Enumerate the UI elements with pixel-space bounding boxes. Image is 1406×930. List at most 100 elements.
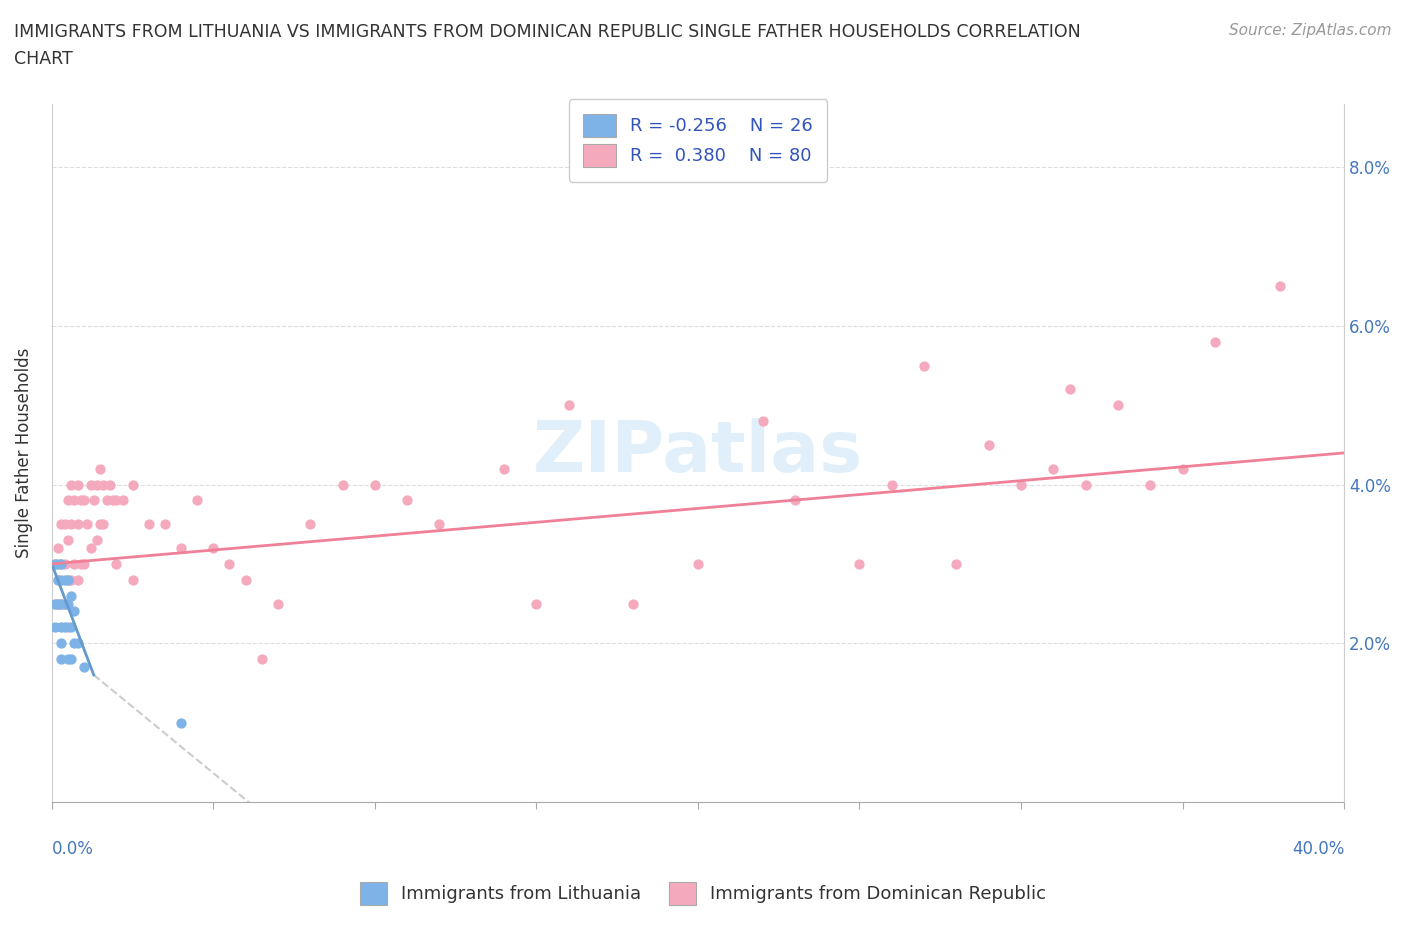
Point: [153, 517, 176, 532]
Point: [53, 572, 76, 587]
Point: [51, 556, 73, 571]
Point: [51, 596, 73, 611]
Text: IMMIGRANTS FROM LITHUANIA VS IMMIGRANTS FROM DOMINICAN REPUBLIC SINGLE FATHER HO: IMMIGRANTS FROM LITHUANIA VS IMMIGRANTS …: [14, 23, 1081, 68]
Point: [1042, 461, 1064, 476]
Point: [848, 556, 870, 571]
Point: [53, 596, 76, 611]
Point: [526, 596, 548, 611]
Point: [66, 477, 89, 492]
Point: [79, 477, 101, 492]
Point: [783, 493, 806, 508]
Point: [621, 596, 644, 611]
Point: [53, 620, 76, 635]
Point: [89, 461, 111, 476]
Point: [66, 636, 89, 651]
Point: [53, 517, 76, 532]
Point: [202, 540, 225, 555]
Point: [46, 596, 69, 611]
Point: [250, 652, 273, 667]
Point: [60, 588, 83, 603]
Point: [686, 556, 709, 571]
Point: [60, 620, 83, 635]
Point: [121, 477, 143, 492]
Point: [977, 437, 1000, 452]
Point: [56, 596, 79, 611]
Point: [60, 572, 83, 587]
Point: [73, 556, 96, 571]
Point: [60, 477, 83, 492]
Legend: R = -0.256    N = 26, R =  0.380    N = 80: R = -0.256 N = 26, R = 0.380 N = 80: [568, 100, 827, 181]
Point: [63, 493, 86, 508]
Point: [46, 572, 69, 587]
Point: [218, 556, 240, 571]
Point: [51, 556, 73, 571]
Point: [170, 540, 193, 555]
Point: [880, 477, 903, 492]
Point: [51, 596, 73, 611]
Point: [63, 636, 86, 651]
Point: [1059, 382, 1081, 397]
Point: [63, 556, 86, 571]
Point: [51, 620, 73, 635]
Point: [186, 493, 208, 508]
Point: [89, 517, 111, 532]
Point: [1139, 477, 1161, 492]
Point: [494, 461, 516, 476]
Point: [101, 493, 124, 508]
Legend: Immigrants from Lithuania, Immigrants from Dominican Republic: Immigrants from Lithuania, Immigrants fr…: [352, 873, 1054, 913]
Point: [46, 596, 69, 611]
Point: [66, 517, 89, 532]
Point: [86, 477, 108, 492]
Text: ZIPatlas: ZIPatlas: [533, 418, 863, 487]
Text: 0.0%: 0.0%: [52, 840, 94, 858]
Point: [60, 517, 83, 532]
Point: [44, 596, 66, 611]
Point: [76, 517, 98, 532]
Point: [1171, 461, 1194, 476]
Point: [69, 493, 91, 508]
Point: [1074, 477, 1097, 492]
Point: [557, 398, 579, 413]
Point: [111, 493, 134, 508]
Point: [364, 477, 387, 492]
Text: 40.0%: 40.0%: [1292, 840, 1344, 858]
Point: [1268, 279, 1291, 294]
Point: [93, 477, 115, 492]
Point: [51, 517, 73, 532]
Point: [235, 572, 257, 587]
Point: [53, 556, 76, 571]
Text: Source: ZipAtlas.com: Source: ZipAtlas.com: [1229, 23, 1392, 38]
Point: [51, 652, 73, 667]
Point: [73, 493, 96, 508]
Point: [93, 517, 115, 532]
Point: [66, 572, 89, 587]
Point: [332, 477, 354, 492]
Point: [105, 556, 128, 571]
Point: [299, 517, 322, 532]
Point: [105, 493, 128, 508]
Point: [46, 556, 69, 571]
Point: [79, 540, 101, 555]
Point: [60, 652, 83, 667]
Point: [56, 652, 79, 667]
Point: [69, 556, 91, 571]
Point: [56, 620, 79, 635]
Point: [56, 493, 79, 508]
Point: [46, 572, 69, 587]
Point: [63, 604, 86, 619]
Point: [46, 540, 69, 555]
Point: [51, 636, 73, 651]
Point: [396, 493, 419, 508]
Point: [1107, 398, 1129, 413]
Point: [170, 715, 193, 730]
Y-axis label: Single Father Households: Single Father Households: [15, 348, 32, 558]
Point: [98, 477, 121, 492]
Point: [267, 596, 290, 611]
Point: [138, 517, 160, 532]
Point: [121, 572, 143, 587]
Point: [51, 572, 73, 587]
Point: [56, 572, 79, 587]
Point: [86, 533, 108, 548]
Point: [1204, 335, 1226, 350]
Point: [73, 659, 96, 674]
